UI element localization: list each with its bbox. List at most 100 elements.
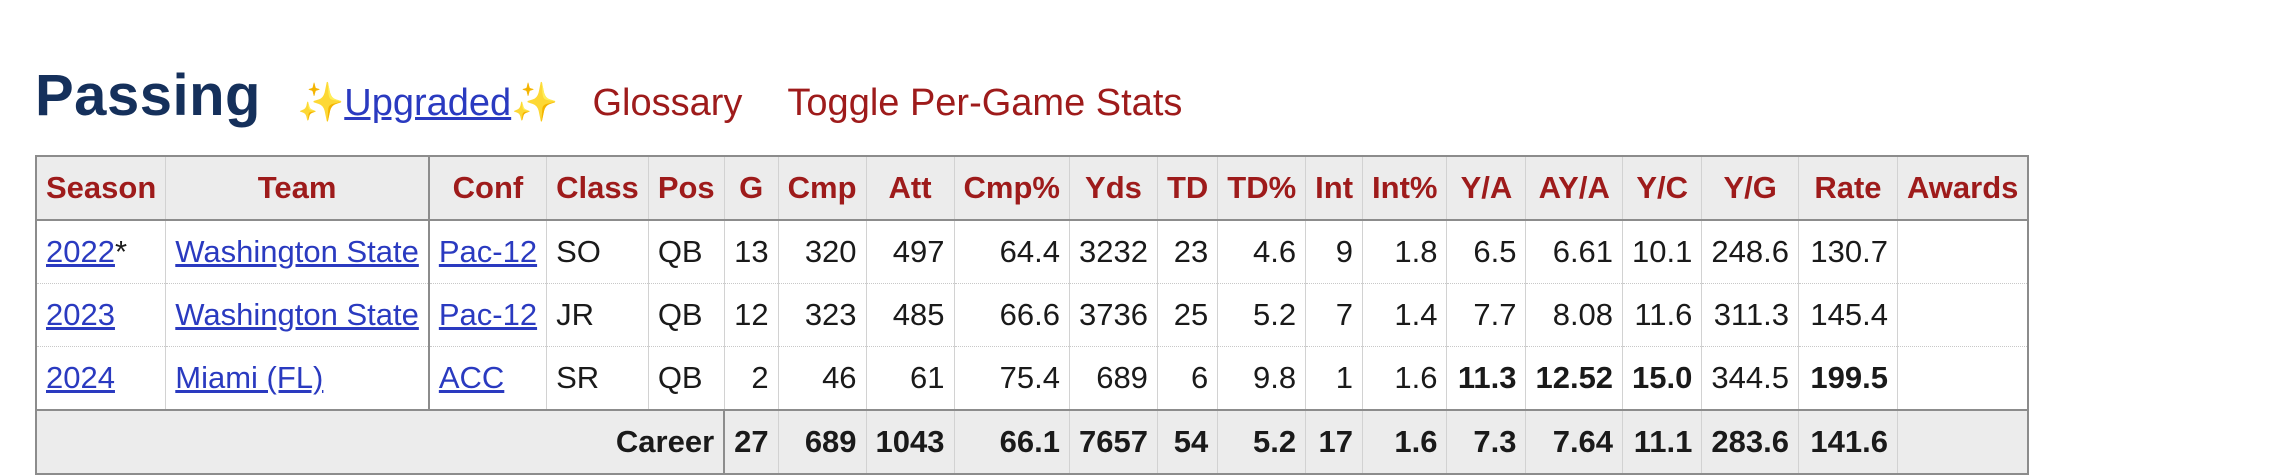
season-cell: 2023 xyxy=(35,283,166,347)
yds-cell: 689 xyxy=(1068,346,1158,411)
career-int-pct: 1.6 xyxy=(1362,409,1447,474)
career-label: Career xyxy=(35,409,726,474)
team-cell: Washington State xyxy=(165,220,430,284)
column-header-yc[interactable]: Y/C xyxy=(1622,156,1702,221)
career-g: 27 xyxy=(723,409,779,474)
td-cell: 25 xyxy=(1156,283,1218,347)
upgraded-link-group: ✨Upgraded✨ xyxy=(297,81,559,125)
yc-cell: 11.6 xyxy=(1622,283,1702,347)
career-aya: 7.64 xyxy=(1525,409,1623,474)
ya-cell: 7.7 xyxy=(1446,283,1526,347)
g-cell: 2 xyxy=(723,346,779,411)
int-pct-cell: 1.6 xyxy=(1362,346,1447,411)
table-row: 2023 Washington State Pac-12 JR QB 12 32… xyxy=(35,283,2029,347)
season-mark: * xyxy=(114,234,128,269)
glossary-link[interactable]: Glossary xyxy=(592,82,743,124)
column-header-ya[interactable]: Y/A xyxy=(1446,156,1526,221)
column-header-rate[interactable]: Rate xyxy=(1797,156,1898,221)
yg-cell: 248.6 xyxy=(1701,220,1799,284)
cmp-pct-cell: 64.4 xyxy=(953,220,1070,284)
rate-cell: 145.4 xyxy=(1797,283,1898,347)
pos-cell: QB xyxy=(647,346,725,411)
career-int: 17 xyxy=(1305,409,1363,474)
class-cell: SR xyxy=(546,346,649,411)
conf-link[interactable]: Pac-12 xyxy=(438,234,538,269)
column-header-g[interactable]: G xyxy=(723,156,779,221)
column-header-pos[interactable]: Pos xyxy=(647,156,725,221)
conf-cell: ACC xyxy=(428,346,547,411)
yg-cell: 344.5 xyxy=(1701,346,1799,411)
team-cell: Miami (FL) xyxy=(165,346,430,411)
cmp-cell: 323 xyxy=(777,283,867,347)
season-cell: 2022* xyxy=(35,220,166,284)
int-pct-cell: 1.4 xyxy=(1362,283,1447,347)
career-att: 1043 xyxy=(865,409,955,474)
career-td-pct: 5.2 xyxy=(1217,409,1306,474)
career-yc: 11.1 xyxy=(1622,409,1702,474)
column-header-season[interactable]: Season xyxy=(35,156,166,221)
att-cell: 497 xyxy=(865,220,955,284)
column-header-td-pct[interactable]: TD% xyxy=(1217,156,1306,221)
column-header-yg[interactable]: Y/G xyxy=(1701,156,1799,221)
conf-cell: Pac-12 xyxy=(428,283,547,347)
team-cell: Washington State xyxy=(165,283,430,347)
career-yds: 7657 xyxy=(1068,409,1158,474)
att-cell: 485 xyxy=(865,283,955,347)
ya-cell: 6.5 xyxy=(1446,220,1526,284)
rate-cell: 130.7 xyxy=(1797,220,1898,284)
column-header-int[interactable]: Int xyxy=(1305,156,1363,221)
table-row: 2022* Washington State Pac-12 SO QB 13 3… xyxy=(35,220,2029,284)
season-cell: 2024 xyxy=(35,346,166,411)
att-cell: 61 xyxy=(865,346,955,411)
column-header-cmp-pct[interactable]: Cmp% xyxy=(953,156,1070,221)
team-link[interactable]: Washington State xyxy=(175,297,419,332)
rate-cell: 199.5 xyxy=(1797,346,1898,411)
cmp-cell: 46 xyxy=(777,346,867,411)
int-cell: 7 xyxy=(1305,283,1363,347)
aya-cell: 8.08 xyxy=(1525,283,1623,347)
column-header-int-pct[interactable]: Int% xyxy=(1362,156,1447,221)
column-header-awards[interactable]: Awards xyxy=(1896,156,2029,221)
upgraded-link[interactable]: Upgraded xyxy=(344,82,512,124)
column-header-cmp[interactable]: Cmp xyxy=(777,156,867,221)
td-cell: 6 xyxy=(1156,346,1218,411)
column-header-yds[interactable]: Yds xyxy=(1068,156,1158,221)
career-awards xyxy=(1896,409,2029,474)
td-pct-cell: 4.6 xyxy=(1217,220,1306,284)
yc-cell: 10.1 xyxy=(1622,220,1702,284)
column-header-team[interactable]: Team xyxy=(165,156,430,221)
career-td: 54 xyxy=(1156,409,1218,474)
class-cell: SO xyxy=(546,220,649,284)
yc-cell: 15.0 xyxy=(1622,346,1702,411)
td-pct-cell: 5.2 xyxy=(1217,283,1306,347)
td-cell: 23 xyxy=(1156,220,1218,284)
table-header-row: Season Team Conf Class Pos G Cmp Att Cmp… xyxy=(35,156,2029,221)
team-link[interactable]: Washington State xyxy=(175,234,419,269)
int-cell: 1 xyxy=(1305,346,1363,411)
yg-cell: 311.3 xyxy=(1701,283,1799,347)
aya-cell: 6.61 xyxy=(1525,220,1623,284)
awards-cell xyxy=(1896,346,2029,411)
section-title: Passing xyxy=(35,63,261,128)
cmp-pct-cell: 66.6 xyxy=(953,283,1070,347)
cmp-cell: 320 xyxy=(777,220,867,284)
season-link[interactable]: 2023 xyxy=(46,297,115,332)
sparkle-icon: ✨ xyxy=(296,82,345,124)
awards-cell xyxy=(1896,220,2029,284)
column-header-class[interactable]: Class xyxy=(546,156,649,221)
column-header-conf[interactable]: Conf xyxy=(428,156,547,221)
g-cell: 13 xyxy=(723,220,779,284)
column-header-att[interactable]: Att xyxy=(865,156,955,221)
team-link[interactable]: Miami (FL) xyxy=(175,360,324,395)
season-link[interactable]: 2024 xyxy=(46,360,115,395)
section-header: Passing ✨Upgraded✨ Glossary Toggle Per-G… xyxy=(35,62,1182,129)
conf-link[interactable]: ACC xyxy=(438,360,505,395)
toggle-per-game-link[interactable]: Toggle Per-Game Stats xyxy=(787,82,1183,124)
career-cmp-pct: 66.1 xyxy=(953,409,1070,474)
yds-cell: 3232 xyxy=(1068,220,1158,284)
season-link[interactable]: 2022 xyxy=(46,234,115,269)
ya-cell: 11.3 xyxy=(1446,346,1526,411)
conf-link[interactable]: Pac-12 xyxy=(438,297,538,332)
column-header-aya[interactable]: AY/A xyxy=(1525,156,1623,221)
column-header-td[interactable]: TD xyxy=(1156,156,1218,221)
